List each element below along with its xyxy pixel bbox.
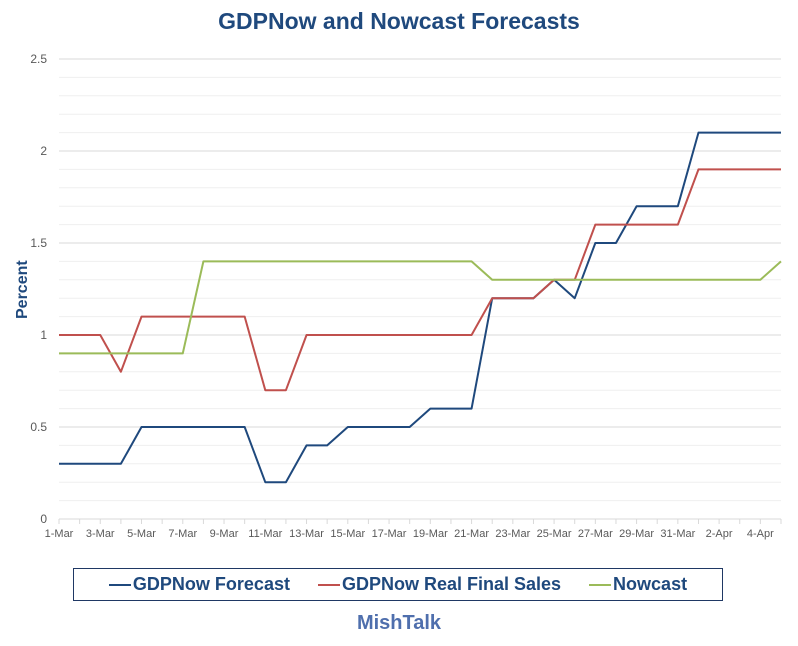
x-tick-label: 17-Mar	[372, 528, 407, 540]
legend-label: Nowcast	[613, 574, 688, 594]
x-tick-label: 5-Mar	[127, 528, 156, 540]
x-tick-label: 1-Mar	[45, 528, 74, 540]
series-line-gdpnow-real-final-sales	[59, 168, 781, 392]
legend-item-nowcast: Nowcast	[589, 574, 687, 595]
x-tick-label: 27-Mar	[578, 528, 613, 540]
x-tick-label: 3-Mar	[86, 528, 115, 540]
chart-title: GDPNow and Nowcast Forecasts	[218, 8, 580, 34]
x-tick-label: 15-Mar	[330, 528, 365, 540]
legend-item-real-final-sales: GDPNow Real Final Sales	[317, 574, 562, 595]
x-tick-label: 23-Mar	[495, 528, 530, 540]
x-tick-label: 4-Apr	[747, 528, 774, 540]
x-tick-label: 7-Mar	[168, 528, 197, 540]
y-tick-label: 2.5	[30, 52, 47, 66]
y-tick-label: 0	[40, 512, 47, 526]
legend-swatch	[108, 583, 131, 586]
legend-item-gdpnow: GDPNow Forecast	[108, 574, 290, 595]
footer-brand: MishTalk	[356, 612, 442, 634]
legend-swatch	[589, 583, 612, 586]
x-tick-label: 31-Mar	[660, 528, 695, 540]
y-tick-label: 2	[40, 144, 47, 158]
series-line-gdpnow-forecast	[59, 131, 781, 484]
series-line-nowcast	[59, 260, 782, 355]
legend-label: GDPNow Real Final Sales	[341, 574, 562, 594]
legend-swatch	[317, 583, 340, 586]
x-tick-label: 11-Mar	[248, 528, 282, 540]
x-tick-label: 25-Mar	[537, 528, 572, 540]
y-tick-label: 0.5	[30, 420, 47, 434]
legend-label: GDPNow Forecast	[132, 574, 290, 594]
y-tick-label: 1	[40, 328, 47, 342]
y-tick-label: 1.5	[30, 236, 47, 250]
x-tick-label: 21-Mar	[454, 528, 489, 540]
x-tick-label: 9-Mar	[210, 528, 239, 540]
x-tick-label: 13-Mar	[289, 528, 324, 540]
x-tick-label: 2-Apr	[706, 528, 733, 540]
legend: GDPNow Forecast GDPNow Real Final Sales …	[73, 568, 723, 601]
line-chart: 0 0.5 1 1.5 2 2.5 1-Mar 3-Mar 5-Mar 7-Mar 9-Mar 11-…	[30, 52, 782, 540]
x-tick-label: 19-Mar	[413, 528, 448, 540]
x-tick-label: 29-Mar	[619, 528, 654, 540]
